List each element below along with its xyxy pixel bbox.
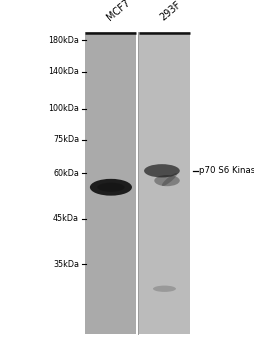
Bar: [138, 32, 189, 334]
Text: 180kDa: 180kDa: [48, 36, 79, 45]
Text: 60kDa: 60kDa: [53, 169, 79, 178]
Text: 45kDa: 45kDa: [53, 214, 79, 223]
Text: 35kDa: 35kDa: [53, 260, 79, 269]
Text: 100kDa: 100kDa: [48, 104, 79, 113]
Ellipse shape: [90, 179, 132, 196]
Text: p70 S6 Kinase 1: p70 S6 Kinase 1: [199, 166, 254, 175]
Bar: [85, 32, 136, 334]
Text: MCF7: MCF7: [104, 0, 131, 23]
Ellipse shape: [97, 183, 124, 192]
Ellipse shape: [154, 175, 179, 186]
Ellipse shape: [152, 286, 175, 292]
Text: 140kDa: 140kDa: [48, 67, 79, 76]
Text: 293F: 293F: [157, 0, 182, 23]
Text: 75kDa: 75kDa: [53, 135, 79, 145]
Ellipse shape: [161, 173, 177, 186]
Ellipse shape: [144, 164, 179, 177]
